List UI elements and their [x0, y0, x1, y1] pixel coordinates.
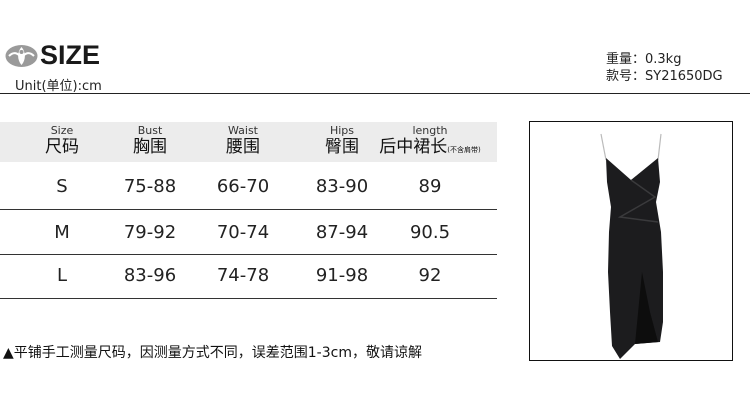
- row-divider: [0, 209, 497, 210]
- row-divider: [0, 298, 497, 299]
- dress-image: [600, 133, 663, 359]
- column-header-en: Waist: [227, 124, 258, 137]
- table-cell: 66-70: [216, 176, 270, 197]
- column-header: Size 尺码: [45, 124, 79, 158]
- product-meta: 重量：0.3kg 款号：SY21650DG: [606, 51, 723, 85]
- table-cell: 74-78: [216, 265, 270, 286]
- weight-label: 重量：0.3kg: [606, 52, 682, 67]
- unit-label: Unit(单位):cm: [15, 79, 102, 94]
- column-header: length 后中裙长(不含肩带): [379, 125, 480, 160]
- table-cell: 91-98: [315, 265, 369, 286]
- size-title: SIZE: [40, 40, 101, 70]
- column-header-zh: 腰围: [226, 137, 260, 157]
- table-cell: 83-90: [315, 176, 369, 197]
- column-header-en: Hips: [329, 124, 355, 137]
- column-header-zh: 后中裙长(不含肩带): [379, 137, 481, 157]
- divider: [0, 93, 750, 94]
- row-divider: [0, 254, 497, 255]
- size-cell: M: [54, 222, 70, 243]
- column-header: Bust 胸围: [133, 124, 167, 158]
- table-cell: 75-88: [123, 176, 177, 197]
- measurement-footnote: ▲平铺手工测量尺码，因测量方式不同，误差范围1-3cm，敬请谅解: [3, 345, 422, 361]
- table-cell: 90.5: [409, 222, 451, 243]
- table-cell: 92: [418, 265, 442, 286]
- style-number-label: 款号：SY21650DG: [606, 69, 723, 84]
- column-header: Waist 腰围: [226, 124, 260, 158]
- table-cell: 83-96: [123, 265, 177, 286]
- column-header-zh: 尺码: [45, 137, 79, 157]
- table-cell: 79-92: [123, 222, 177, 243]
- brand-logo-icon: [5, 45, 38, 67]
- size-cell: S: [56, 176, 68, 197]
- column-header: Hips 臀围: [325, 124, 359, 158]
- column-header-en: Size: [50, 124, 74, 137]
- column-header-zh: 胸围: [133, 137, 167, 157]
- table-cell: 89: [418, 176, 442, 197]
- product-photo: [529, 121, 733, 361]
- column-header-zh: 臀围: [325, 137, 359, 157]
- column-header-en: length: [412, 124, 448, 137]
- column-header-note: (不含肩带): [447, 146, 481, 154]
- column-header-en: Bust: [137, 124, 163, 137]
- table-cell: 70-74: [216, 222, 270, 243]
- size-cell: L: [56, 265, 68, 286]
- table-header: [0, 122, 497, 162]
- table-cell: 87-94: [315, 222, 369, 243]
